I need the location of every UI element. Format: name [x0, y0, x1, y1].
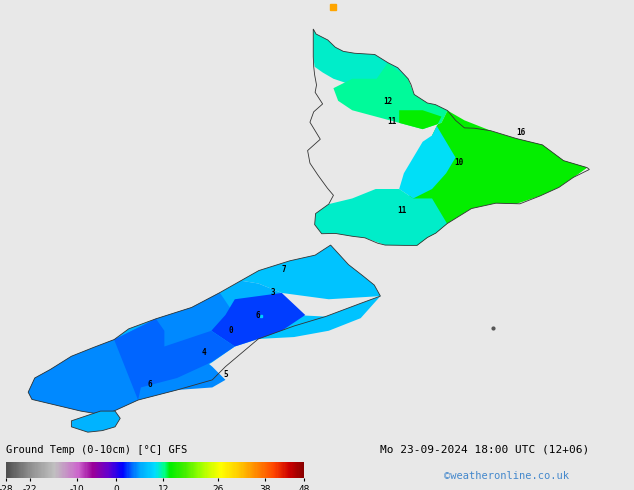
- Text: 10: 10: [455, 158, 464, 168]
- Text: 12: 12: [383, 97, 392, 106]
- Text: 6: 6: [148, 380, 153, 389]
- Text: 11: 11: [387, 117, 397, 126]
- Text: 11: 11: [397, 206, 406, 215]
- Polygon shape: [211, 293, 305, 346]
- Polygon shape: [72, 411, 120, 432]
- Polygon shape: [28, 293, 235, 413]
- Polygon shape: [114, 319, 235, 400]
- Polygon shape: [399, 126, 456, 198]
- Text: 4: 4: [202, 348, 207, 357]
- Text: 5: 5: [223, 370, 228, 379]
- Text: Ground Temp (0-10cm) [°C] GFS: Ground Temp (0-10cm) [°C] GFS: [6, 445, 188, 455]
- Polygon shape: [314, 189, 447, 245]
- Polygon shape: [28, 281, 294, 413]
- Text: ©weatheronline.co.uk: ©weatheronline.co.uk: [444, 471, 569, 481]
- Polygon shape: [333, 63, 448, 129]
- Text: 6: 6: [256, 311, 261, 319]
- Polygon shape: [496, 139, 587, 204]
- Text: 7: 7: [282, 265, 287, 274]
- Text: 16: 16: [517, 128, 526, 137]
- Text: Mo 23-09-2024 18:00 UTC (12+06): Mo 23-09-2024 18:00 UTC (12+06): [380, 445, 590, 455]
- Polygon shape: [313, 29, 408, 85]
- Text: 3: 3: [271, 288, 276, 297]
- Polygon shape: [241, 245, 380, 299]
- Polygon shape: [235, 296, 380, 346]
- Text: 0: 0: [229, 326, 233, 335]
- Polygon shape: [399, 110, 587, 245]
